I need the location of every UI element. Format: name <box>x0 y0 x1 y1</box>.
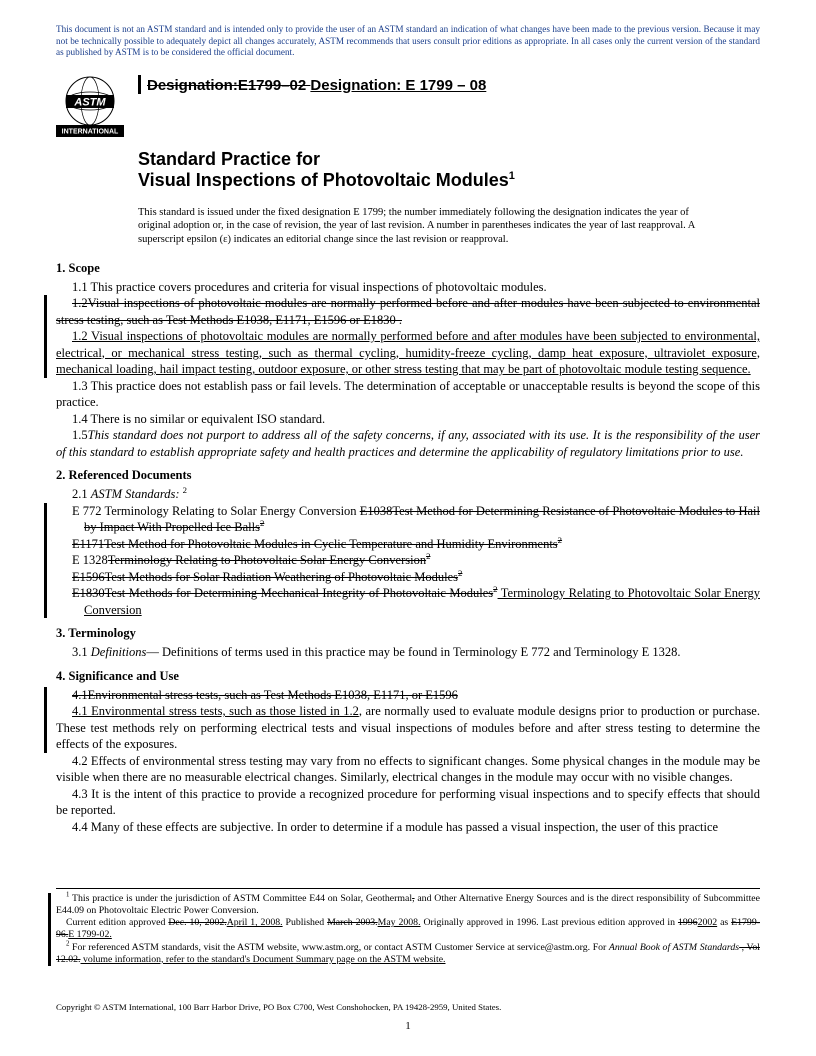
page: This document is not an ASTM standard an… <box>0 0 816 1056</box>
logo-label: INTERNATIONAL <box>62 128 119 135</box>
ref-e1830: E1830Test Methods for Determining Mechan… <box>56 585 760 618</box>
ref-e1328: E 1328Terminology Relating to Photovolta… <box>56 552 760 569</box>
footnote-2: 2 For referenced ASTM standards, visit t… <box>56 942 760 966</box>
designation-line: Designation:E1799–02 Designation: E 1799… <box>147 77 486 94</box>
para-1-5: 1.5 1.5 This standard does not purport t… <box>56 427 760 460</box>
title-block: Standard Practice for Visual Inspections… <box>138 149 760 192</box>
footnotes: 1 This practice is under the jurisdictio… <box>56 888 760 966</box>
para-1-2-old: 1.2Visual inspections of photovoltaic mo… <box>56 295 760 328</box>
ref-e772: E 772 Terminology Relating to Solar Ener… <box>56 503 760 536</box>
para-1-4: 1.4 There is no similar or equivalent IS… <box>56 411 760 428</box>
old-designation: Designation:E1799–02 <box>147 77 310 94</box>
astm-logo: ASTM INTERNATIONAL <box>56 75 124 139</box>
page-number: 1 <box>0 1020 816 1032</box>
section-4-head: 4. Significance and Use <box>56 669 760 684</box>
copyright: Copyright © ASTM International, 100 Barr… <box>56 1002 501 1012</box>
disclaimer-text: This document is not an ASTM standard an… <box>56 24 760 59</box>
title-line1: Standard Practice for <box>138 149 760 171</box>
para-4-1-new: 4.1 Environmental stress tests, such as … <box>56 703 760 753</box>
footnote-1: 1 This practice is under the jurisdictio… <box>56 893 760 917</box>
para-1-3: 1.3 This practice does not establish pas… <box>56 378 760 411</box>
section-2-head: 2. Referenced Documents <box>56 468 760 483</box>
section-3-head: 3. Terminology <box>56 626 760 641</box>
para-1-2-new: 1.2 Visual inspections of photovoltaic m… <box>56 328 760 378</box>
header-row: ASTM INTERNATIONAL Designation:E1799–02 … <box>56 75 760 139</box>
para-4-2: 4.2 Effects of environmental stress test… <box>56 753 760 786</box>
para-3-1: 3.1 Definitions— Definitions of terms us… <box>56 644 760 661</box>
new-designation: Designation: E 1799 – 08 <box>310 77 486 94</box>
svg-text:ASTM: ASTM <box>73 96 106 108</box>
title-line2: Visual Inspections of Photovoltaic Modul… <box>138 170 760 192</box>
para-4-1-old: 4.1Environmental stress tests, such as T… <box>56 687 760 704</box>
para-4-4: 4.4 Many of these effects are subjective… <box>56 819 760 836</box>
para-4-3: 4.3 It is the intent of this practice to… <box>56 786 760 819</box>
ref-e1596-del: E1596Test Methods for Solar Radiation We… <box>56 569 760 586</box>
section-1-head: 1. Scope <box>56 261 760 276</box>
issue-note: This standard is issued under the fixed … <box>138 206 698 247</box>
ref-e1171-del: E1171Test Method for Photovoltaic Module… <box>56 536 760 553</box>
footnote-1b: Current edition approved Dec. 10, 2002.A… <box>56 917 760 941</box>
para-2-1: 2.1 ASTM Standards: 2 <box>56 486 760 503</box>
para-1-1: 1.1 This practice covers procedures and … <box>56 279 760 296</box>
